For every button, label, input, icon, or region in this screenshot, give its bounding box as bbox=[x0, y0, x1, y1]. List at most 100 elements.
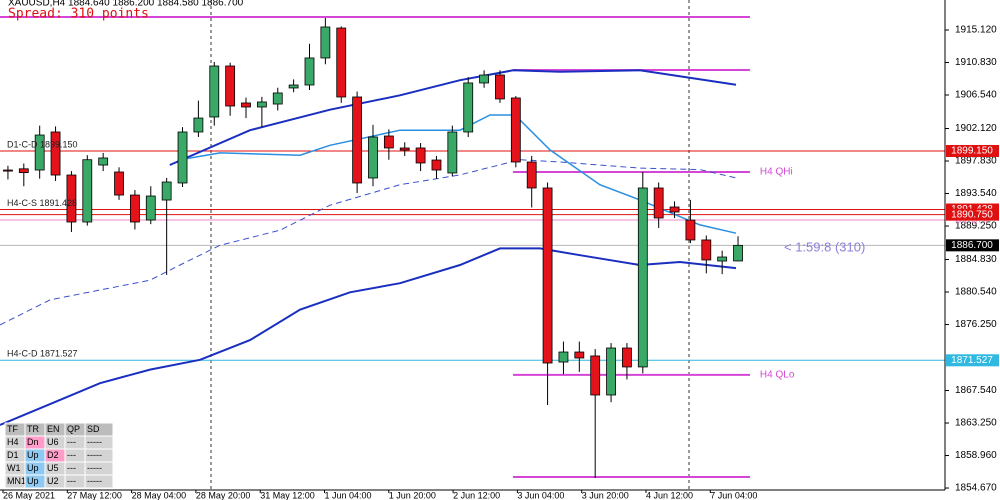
table-cell-text: Up bbox=[27, 463, 39, 473]
candle-body bbox=[82, 159, 93, 223]
indicator-line bbox=[0, 247, 737, 426]
candle-body bbox=[685, 219, 696, 241]
y-tick-label: 1889.250 bbox=[955, 221, 997, 232]
candle-body bbox=[574, 351, 585, 359]
price-box-label: 1886.700 bbox=[951, 240, 993, 251]
candle-body bbox=[161, 181, 172, 201]
table-cell-text: --- bbox=[67, 476, 76, 486]
table-cell-text: Up bbox=[27, 450, 39, 460]
table-cell-text: H4 bbox=[7, 437, 19, 447]
x-tick-label: 27 May 12:00 bbox=[67, 490, 122, 500]
candle-body bbox=[637, 187, 648, 368]
table-header: TF bbox=[7, 424, 18, 434]
symbol-header: XAUUSD,H4 1884.640 1886.200 1884.580 188… bbox=[8, 0, 244, 9]
y-tick-label: 1915.120 bbox=[955, 25, 997, 36]
candle-body bbox=[34, 134, 45, 171]
candle-body bbox=[177, 131, 188, 184]
candle-body bbox=[288, 84, 299, 89]
y-tick-label: 1880.540 bbox=[955, 287, 997, 298]
candle-body bbox=[241, 102, 251, 108]
y-tick-label: 1884.830 bbox=[955, 254, 997, 265]
table-cell-text: --- bbox=[67, 463, 76, 473]
x-tick-label: 1 Jun 20:00 bbox=[389, 490, 436, 500]
candle-body bbox=[399, 147, 410, 151]
level-tag: H4 QLo bbox=[760, 370, 795, 381]
table-cell-text: W1 bbox=[7, 463, 21, 473]
x-tick-label: 2 Jun 12:00 bbox=[453, 490, 500, 500]
price-box-label: 1890.750 bbox=[951, 209, 993, 220]
candle-body bbox=[225, 65, 236, 107]
candle-body bbox=[447, 131, 458, 174]
table-cell-text: MN1 bbox=[7, 476, 26, 486]
y-tick-label: 1863.250 bbox=[955, 418, 997, 429]
candle-body bbox=[606, 347, 616, 396]
table-cell-text: --- bbox=[67, 450, 76, 460]
table-header: EN bbox=[47, 424, 60, 434]
table-cell-text: D2 bbox=[47, 450, 59, 460]
x-tick-label: 3 Jun 20:00 bbox=[582, 490, 629, 500]
spread: Spread: 310 points bbox=[8, 7, 149, 22]
price-box bbox=[946, 208, 999, 221]
table-cell-text: ----- bbox=[87, 450, 102, 460]
table-header: QP bbox=[67, 424, 80, 434]
countdown: < 1:59:8 (310) bbox=[784, 239, 865, 254]
candle-body bbox=[320, 26, 331, 59]
candle-body bbox=[622, 347, 632, 368]
table-cell-text: U2 bbox=[47, 476, 59, 486]
candle-body bbox=[431, 159, 442, 171]
indicator-line bbox=[169, 69, 737, 166]
indicator-line bbox=[0, 159, 737, 326]
table-cell-text: ----- bbox=[87, 463, 102, 473]
candle-body bbox=[3, 169, 13, 172]
candle-body bbox=[479, 74, 489, 84]
x-tick-label: 28 May 20:00 bbox=[196, 490, 251, 500]
x-tick-label: 3 Jun 04:00 bbox=[517, 490, 564, 500]
x-tick-label: 31 May 12:00 bbox=[260, 490, 315, 500]
candle-body bbox=[50, 131, 61, 176]
candle-body bbox=[145, 195, 156, 221]
candle-body bbox=[114, 171, 124, 196]
level-tag: H4 QHi bbox=[760, 167, 793, 178]
table-cell-text: --- bbox=[67, 437, 76, 447]
price-box-label: 1871.527 bbox=[951, 355, 993, 366]
candle-body bbox=[336, 27, 347, 98]
candle-body bbox=[98, 157, 109, 166]
candle-body bbox=[526, 161, 537, 189]
candle-body bbox=[415, 147, 426, 164]
table-cell-text: U6 bbox=[47, 437, 59, 447]
y-tick-label: 1867.540 bbox=[955, 385, 997, 396]
candle-body bbox=[669, 206, 680, 213]
candle-body bbox=[510, 97, 521, 163]
y-tick-label: 1876.250 bbox=[955, 319, 997, 330]
candle-body bbox=[733, 244, 743, 262]
table-cell-text: ----- bbox=[87, 437, 102, 447]
x-tick-label: 28 May 04:00 bbox=[132, 490, 187, 500]
table-cell-text: D1 bbox=[7, 450, 19, 460]
price-box-label: 1899.150 bbox=[951, 146, 993, 157]
level-name: H4-C-S 1891.428 bbox=[7, 198, 77, 208]
candle-body bbox=[304, 57, 315, 86]
y-tick-label: 1897.830 bbox=[955, 156, 997, 167]
candle-body bbox=[256, 101, 267, 108]
candle-body bbox=[130, 194, 140, 223]
table-header: TR bbox=[27, 424, 39, 434]
candle-body bbox=[383, 135, 394, 149]
table-cell-text: Dn bbox=[27, 437, 39, 447]
x-tick-label: 1 Jun 04:00 bbox=[325, 490, 372, 500]
y-tick-label: 1854.670 bbox=[955, 483, 997, 494]
candle-body bbox=[66, 174, 77, 223]
y-tick-label: 1893.540 bbox=[955, 188, 997, 199]
candle-body bbox=[18, 168, 29, 174]
candle-body bbox=[495, 74, 505, 100]
table-cell bbox=[84, 474, 114, 489]
x-tick-label: 4 Jun 12:00 bbox=[646, 490, 693, 500]
y-tick-label: 1858.960 bbox=[955, 450, 997, 461]
candle-body bbox=[542, 187, 553, 364]
candle-body bbox=[717, 256, 728, 262]
table-cell-text: Up bbox=[27, 476, 39, 486]
candle-body bbox=[209, 65, 220, 118]
table-cell-text: ----- bbox=[87, 476, 102, 486]
table-header: SD bbox=[87, 424, 100, 434]
candle-body bbox=[272, 92, 283, 105]
